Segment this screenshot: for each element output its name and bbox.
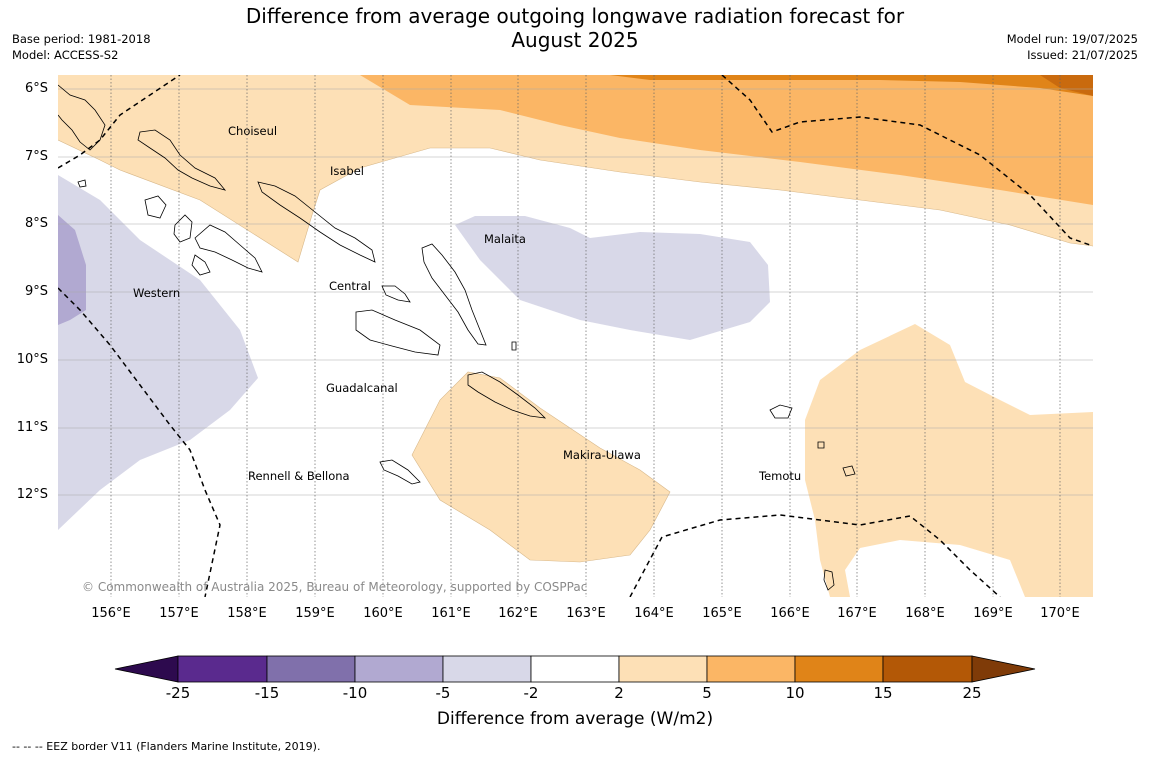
region-label-guadalcanal: Guadalcanal <box>326 381 398 395</box>
colorbar-tick: -5 <box>435 684 451 702</box>
meta-right: Model run: 19/07/2025 Issued: 21/07/2025 <box>1007 31 1138 63</box>
makira-island <box>467 371 547 419</box>
colorbar-tick: -2 <box>523 684 539 702</box>
lat-label: 7°S <box>24 149 48 164</box>
lon-label: 157°E <box>159 606 199 621</box>
map-title: Difference from average outgoing longwav… <box>0 4 1150 52</box>
lon-label: 165°E <box>702 606 742 621</box>
anomaly-region-lavender-malaita <box>455 216 770 340</box>
anomaly-region-dark-orange <box>610 75 1093 96</box>
florida-islands <box>381 285 411 303</box>
colorbar-bin-2 <box>266 655 356 683</box>
colorbar-tick: 25 <box>962 684 982 702</box>
rendova-island <box>191 254 211 276</box>
colorbar-extend-high <box>971 655 1036 683</box>
eez-border <box>58 75 1093 597</box>
colorbar-tick: 15 <box>873 684 893 702</box>
lon-label: 164°E <box>634 606 674 621</box>
lat-label: 8°S <box>24 216 48 231</box>
colorbar-bin-1 <box>177 655 268 683</box>
lon-gridlines <box>110 75 1061 597</box>
anomaly-region-darkest-orange <box>1040 75 1093 96</box>
lon-label: 156°E <box>91 606 131 621</box>
rennell-island <box>379 459 421 485</box>
anomaly-region-orange <box>360 75 1093 205</box>
base-period: Base period: 1981-2018 <box>12 32 151 46</box>
western-islands-group <box>194 224 263 273</box>
region-label-western: Western <box>133 286 181 300</box>
colorbar-bin-5 <box>530 655 620 683</box>
anomaly-region-lavender-west <box>58 175 258 530</box>
small-island-4 <box>77 179 87 188</box>
bougainville-island <box>58 84 106 151</box>
guadalcanal-island <box>355 309 441 356</box>
colorbar-bin-3 <box>354 655 444 683</box>
colorbar-bin-9 <box>882 655 973 683</box>
lon-label: 169°E <box>973 606 1013 621</box>
model-name: Model: ACCESS-S2 <box>12 48 119 62</box>
lon-label: 170°E <box>1040 606 1080 621</box>
colorbar-extend-low <box>114 655 179 683</box>
lon-label: 161°E <box>431 606 471 621</box>
anomaly-region-light-orange-temotu <box>805 324 1093 597</box>
colorbar-tick: -15 <box>254 684 280 702</box>
colorbar-tick: -10 <box>342 684 368 702</box>
vella-lavella-island <box>144 195 167 219</box>
lat-label: 12°S <box>16 487 48 502</box>
colorbar-tick: 5 <box>702 684 712 702</box>
lat-label: 11°S <box>16 420 48 435</box>
lon-label: 160°E <box>363 606 403 621</box>
colorbar <box>114 655 1036 683</box>
anomaly-region-purple-west <box>58 215 86 325</box>
colorbar-bin-6 <box>618 655 708 683</box>
malaita-island <box>421 243 487 346</box>
title-line-1: Difference from average outgoing longwav… <box>245 4 905 28</box>
colorbar-bin-7 <box>706 655 796 683</box>
region-label-malaita: Malaita <box>484 232 526 246</box>
region-label-central: Central <box>329 279 371 293</box>
small-island-3 <box>823 569 835 591</box>
region-label-makira-ulawa: Makira-Ulawa <box>563 448 641 462</box>
santa-isabel-island <box>257 181 376 263</box>
model-run: Model run: 19/07/2025 <box>1006 32 1138 46</box>
lon-label: 158°E <box>227 606 267 621</box>
meta-left: Base period: 1981-2018 Model: ACCESS-S2 <box>12 31 151 63</box>
anomaly-region-light-orange-makira <box>412 372 670 562</box>
choiseul-island <box>137 129 227 191</box>
colorbar-bin-4 <box>442 655 532 683</box>
small-island-1 <box>817 441 825 449</box>
region-label-isabel: Isabel <box>330 164 365 178</box>
lon-label: 167°E <box>837 606 877 621</box>
copyright-notice: © Commonwealth of Australia 2025, Bureau… <box>82 580 588 594</box>
small-island-5 <box>511 341 517 351</box>
map-area <box>58 75 1093 597</box>
lat-gridlines <box>58 88 1093 496</box>
lon-label: 163°E <box>566 606 606 621</box>
region-label-temotu: Temotu <box>759 469 802 483</box>
lat-label: 9°S <box>24 284 48 299</box>
small-island-2 <box>842 465 856 477</box>
lat-label: 10°S <box>16 352 48 367</box>
lon-label: 159°E <box>295 606 335 621</box>
region-label-rennell-bellona: Rennell & Bellona <box>248 469 350 483</box>
colorbar-bin-8 <box>794 655 884 683</box>
coastlines <box>58 84 856 591</box>
lon-label: 166°E <box>770 606 810 621</box>
issued-date: Issued: 21/07/2025 <box>1027 48 1138 62</box>
lon-label: 168°E <box>905 606 945 621</box>
santa-cruz-island <box>769 404 793 419</box>
colorbar-title: Difference from average (W/m2) <box>436 709 714 729</box>
new-georgia-island <box>173 214 193 243</box>
title-line-2: August 2025 <box>511 28 639 52</box>
region-label-choiseul: Choiseul <box>228 124 278 138</box>
colorbar-tick: 2 <box>614 684 624 702</box>
colorbar-tick: -25 <box>165 684 191 702</box>
colorbar-tick: 10 <box>785 684 805 702</box>
eez-footnote: -- -- -- EEZ border V11 (Flanders Marine… <box>12 740 321 753</box>
lat-label: 6°S <box>24 81 48 96</box>
lon-label: 162°E <box>498 606 538 621</box>
